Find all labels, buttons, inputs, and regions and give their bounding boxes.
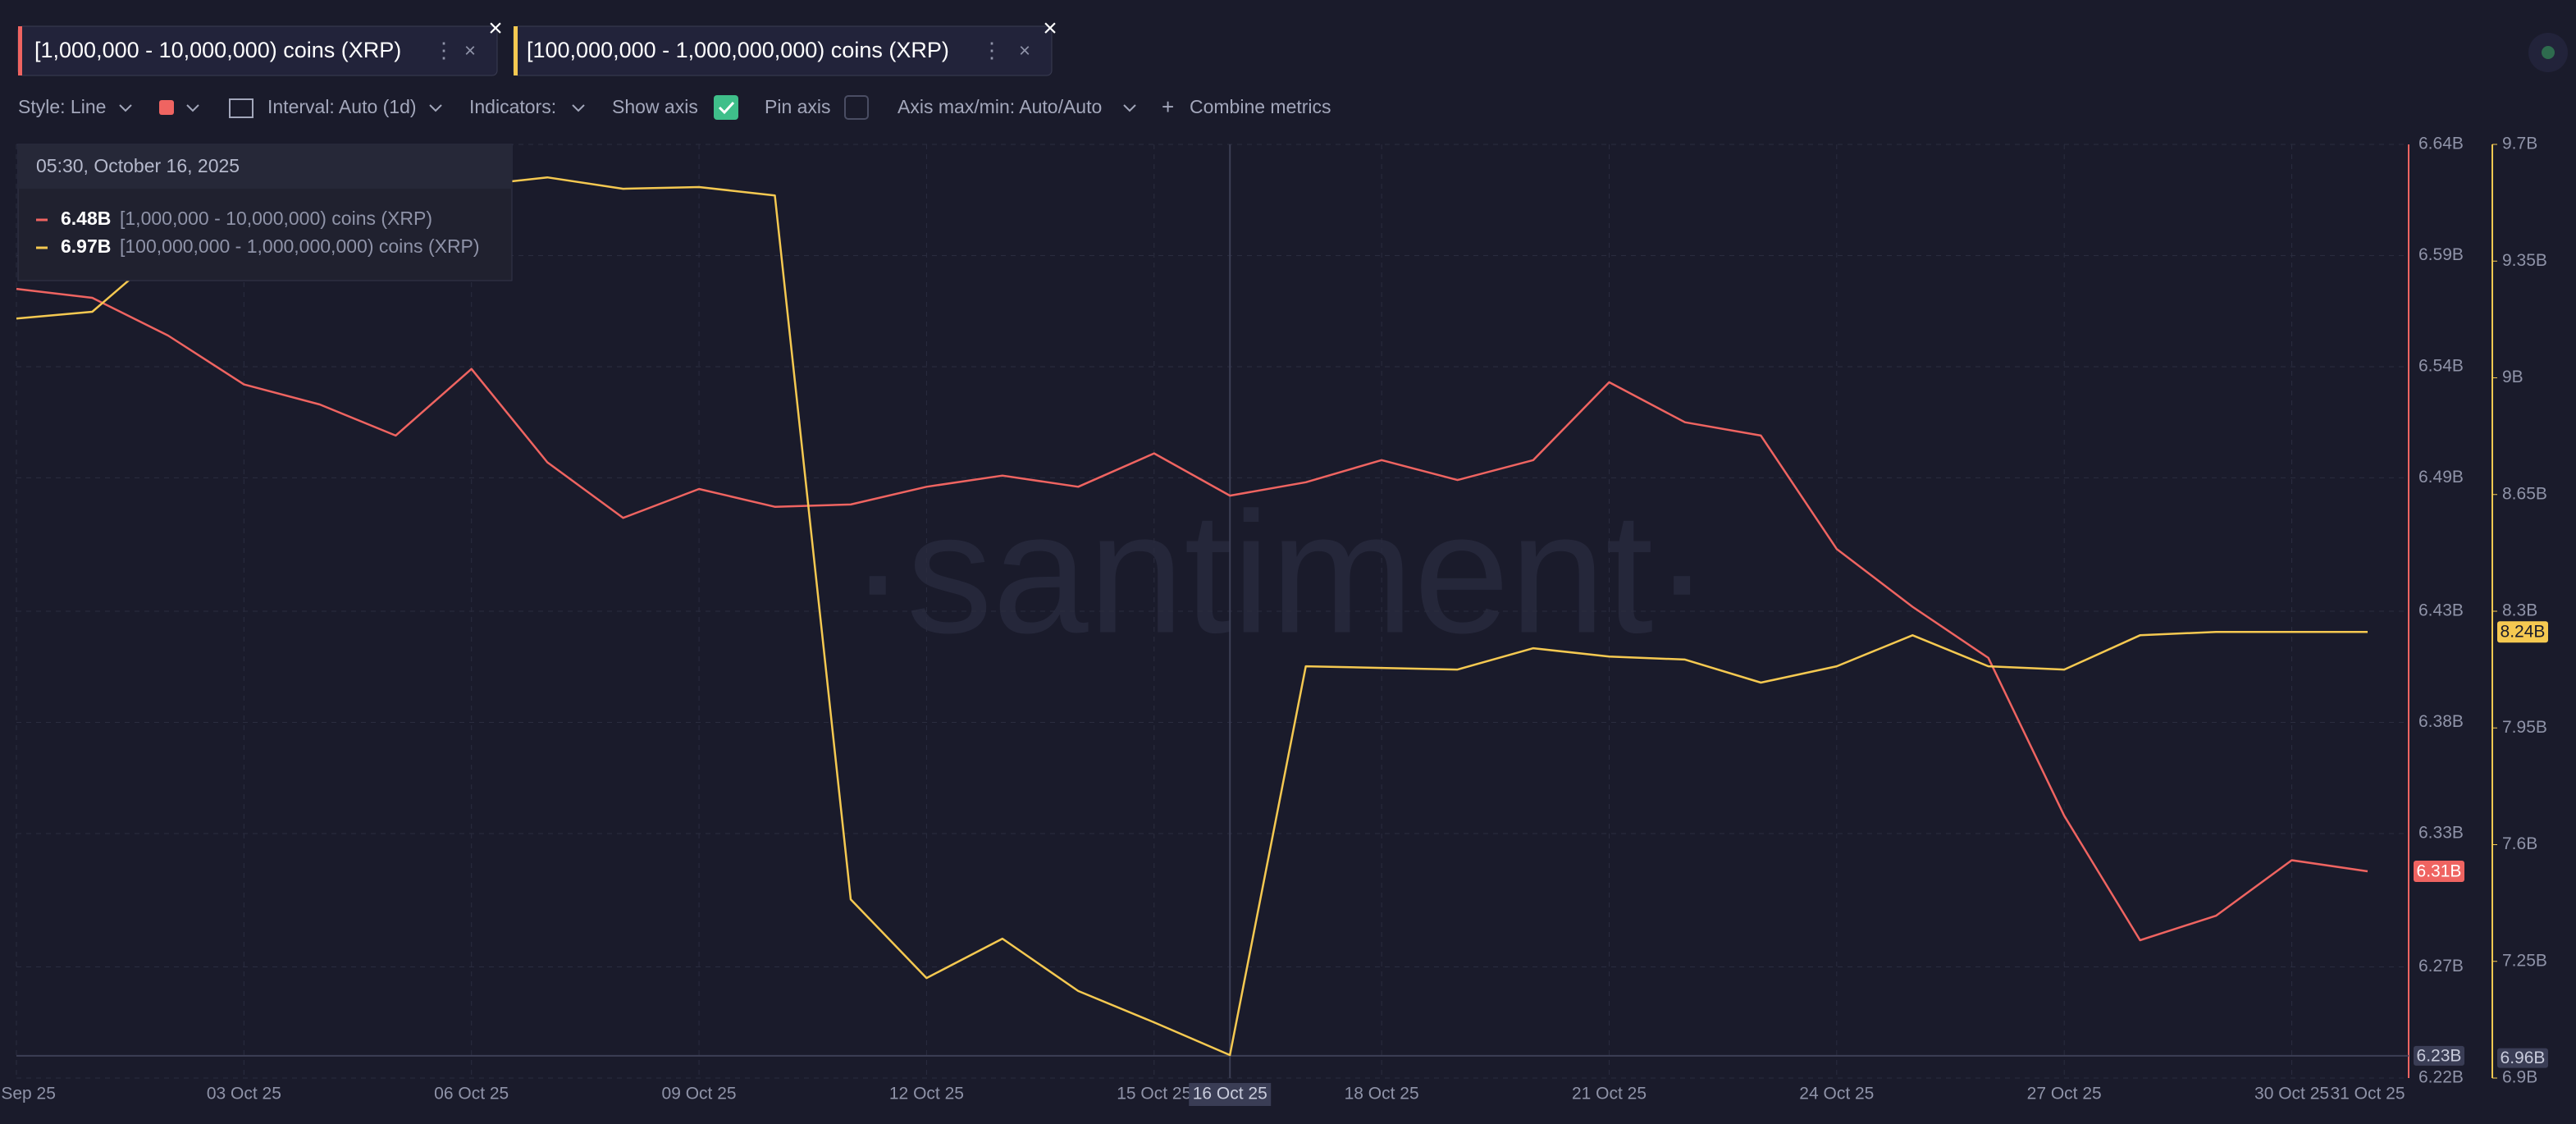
tooltip-name: [1,000,000 - 10,000,000) coins (XRP): [120, 208, 432, 229]
color-picker[interactable]: [159, 100, 174, 115]
crosshair-y-label: 6.96B: [2501, 1049, 2546, 1067]
pin-axis-checkbox[interactable]: [844, 95, 869, 120]
tooltip-header: [18, 144, 512, 189]
y2-tick-label: 7.95B: [2502, 718, 2547, 737]
x-tick-label: 30 Oct 25: [2254, 1085, 2329, 1103]
plus-icon: +: [1162, 94, 1174, 119]
y-tick-label: 6.43B: [2418, 601, 2464, 620]
y-tick-label: 6.64B: [2418, 135, 2464, 153]
tab-menu[interactable]: ⋮: [981, 38, 1003, 62]
chevron: [1123, 104, 1136, 112]
indicators-select[interactable]: Indicators:: [469, 96, 556, 117]
tab-label: [100,000,000 - 1,000,000,000) coins (XRP…: [527, 38, 949, 62]
show-axis-checkbox[interactable]: [714, 95, 738, 120]
chevron: [572, 104, 585, 112]
toolbar: Style: Line Interval: Auto (1d) Indicato…: [18, 94, 1331, 120]
crosshair-y-badge: [2497, 1048, 2548, 1068]
last-value-badge: [2414, 861, 2464, 883]
y2-tick-label: 6.9B: [2502, 1068, 2537, 1087]
last-value-label: 8.24B: [2501, 623, 2546, 642]
metric-tab[interactable]: [100,000,000 - 1,000,000,000) coins (XRP…: [513, 15, 1057, 76]
tooltip: 05:30, October 16, 2025 6.48B [1,000,000…: [17, 144, 513, 281]
chevron: [119, 104, 132, 112]
tab-close[interactable]: ×: [464, 39, 476, 62]
style-select[interactable]: Style: Line: [18, 96, 106, 117]
y2-tick-label: 7.6B: [2502, 834, 2537, 853]
last-value-badge: [2497, 621, 2548, 643]
crosshair-y-badge: [2414, 1045, 2464, 1066]
x-tick-label: 18 Oct 25: [1345, 1085, 1419, 1103]
checkmark: [718, 101, 735, 115]
y2-tick-label: 7.25B: [2502, 951, 2547, 970]
x-tick-label: 06 Oct 25: [434, 1085, 509, 1103]
y-tick-label: 6.49B: [2418, 468, 2464, 487]
x-tick-label: 30 Sep 25: [0, 1085, 56, 1103]
tab-close[interactable]: ×: [1019, 39, 1030, 62]
pin-axis-label: Pin axis: [765, 96, 831, 117]
axis-minmax-select[interactable]: Axis max/min: Auto/Auto: [897, 96, 1102, 117]
chevron: [429, 104, 442, 112]
tooltip-value: 6.97B: [61, 235, 111, 257]
y-tick-label: 6.27B: [2418, 957, 2464, 976]
y-tick-label: 6.33B: [2418, 823, 2464, 842]
tab-remove[interactable]: ×: [1043, 15, 1057, 42]
x-tick-label: 09 Oct 25: [662, 1085, 737, 1103]
last-value-label: 6.31B: [2417, 862, 2462, 881]
x-tick-label: 27 Oct 25: [2027, 1085, 2102, 1103]
crosshair-y-label: 6.23B: [2417, 1046, 2462, 1065]
show-axis-label: Show axis: [612, 96, 698, 117]
x-tick-label: 12 Oct 25: [889, 1085, 964, 1103]
tooltip-date: 05:30, October 16, 2025: [36, 155, 240, 176]
tab-color: [18, 26, 22, 75]
x-tick-label: 15 Oct 25: [1117, 1085, 1191, 1103]
y-tick-label: 6.59B: [2418, 245, 2464, 264]
series-line: [16, 287, 2368, 942]
x-tick-label: 24 Oct 25: [1799, 1085, 1874, 1103]
tooltip-value: 6.48B: [61, 208, 111, 229]
y2-tick-label: 9.35B: [2502, 251, 2547, 270]
status-dot: [2542, 46, 2555, 59]
chevron: [186, 104, 199, 112]
y2-tick-label: 8.3B: [2502, 601, 2537, 620]
x-tick-label: 21 Oct 25: [1572, 1085, 1647, 1103]
metric-tab[interactable]: [1,000,000 - 10,000,000) coins (XRP) ⋮ ×…: [17, 15, 503, 76]
tab-color: [514, 26, 518, 75]
y-tick-label: 6.54B: [2418, 356, 2464, 375]
x-tick-label: 31 Oct 25: [2330, 1085, 2405, 1103]
y-tick-label: 6.38B: [2418, 712, 2464, 731]
interval-icon: [229, 98, 253, 118]
x-tick-label: 03 Oct 25: [207, 1085, 281, 1103]
y-tick-label: 6.22B: [2418, 1068, 2464, 1087]
tooltip-name: [100,000,000 - 1,000,000,000) coins (XRP…: [120, 235, 480, 257]
combine-metrics[interactable]: Combine metrics: [1190, 96, 1331, 117]
interval-select[interactable]: Interval: Auto (1d): [267, 96, 417, 117]
plot: 6.64B 6.59B 6.54B 6.49B 6.43B 6.38B 6.33B 6.27B…: [0, 135, 2548, 1106]
y2-tick-label: 9B: [2502, 368, 2523, 386]
crosshair-x-badge: [1189, 1083, 1272, 1106]
y2-tick-label: 9.7B: [2502, 135, 2537, 153]
tab-remove[interactable]: ×: [488, 15, 503, 42]
x-tick-label: 16 Oct 25: [1193, 1085, 1267, 1103]
tab-label: [1,000,000 - 10,000,000) coins (XRP): [34, 38, 401, 62]
y2-tick-label: 8.65B: [2502, 484, 2547, 503]
tab-menu[interactable]: ⋮: [433, 38, 454, 62]
watermark: ·santiment·: [849, 476, 1710, 669]
